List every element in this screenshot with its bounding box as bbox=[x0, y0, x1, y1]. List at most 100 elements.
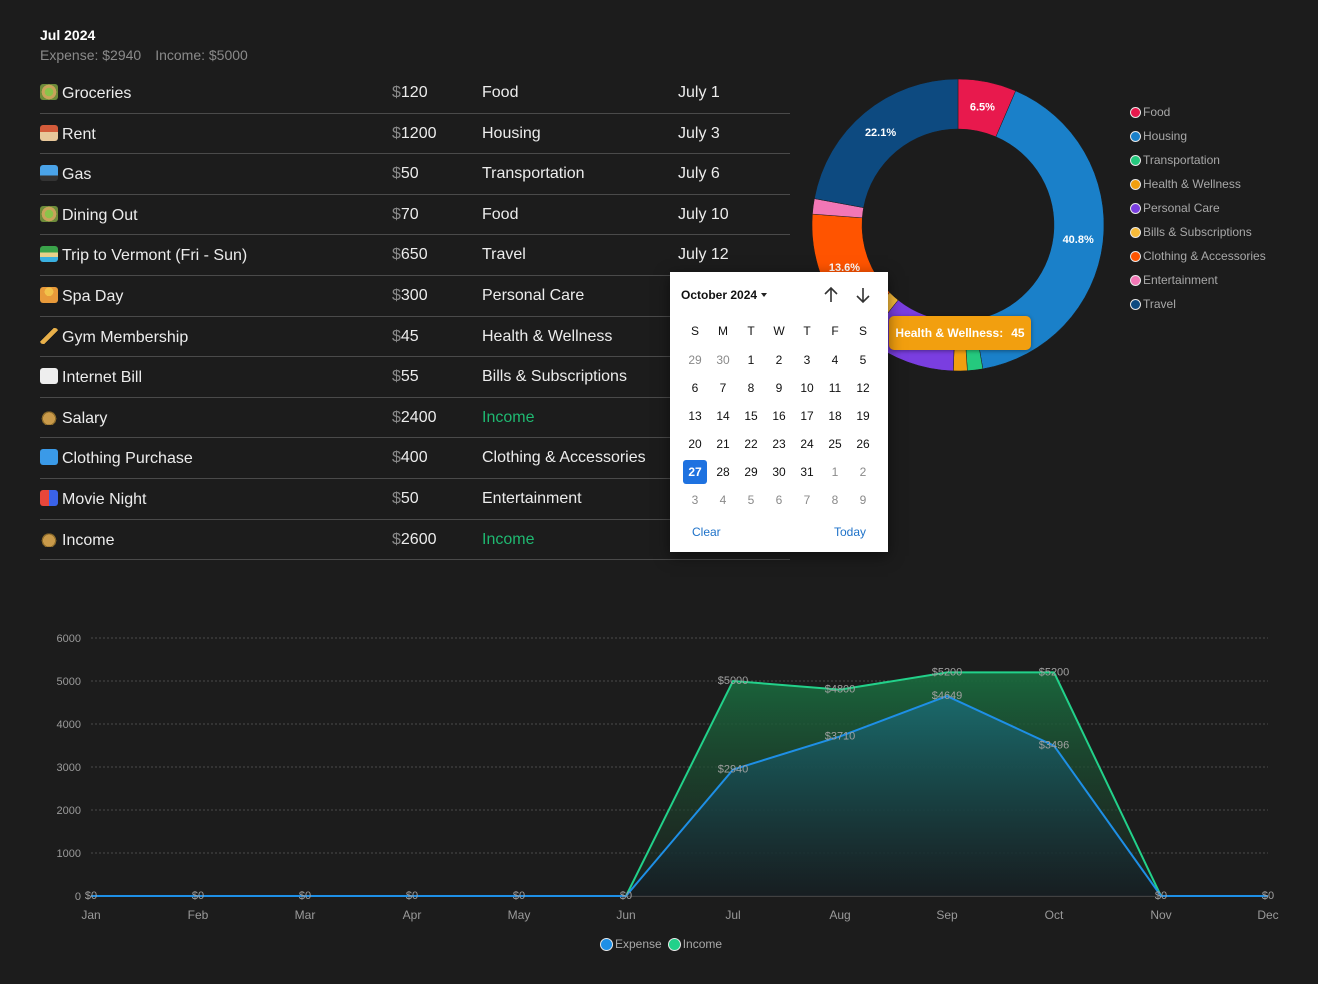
calendar-day[interactable]: 19 bbox=[856, 409, 870, 423]
transaction-category: Food bbox=[482, 84, 519, 101]
table-row[interactable]: Dining Out $70 Food July 10 bbox=[40, 195, 790, 236]
calendar-day[interactable]: 23 bbox=[772, 437, 786, 451]
transactions-table: Groceries $120 Food July 1 Rent $1200 Housing J… bbox=[40, 73, 790, 561]
table-row[interactable]: Rent $1200 Housing July 3 bbox=[40, 114, 790, 155]
legend-item[interactable]: Income bbox=[667, 937, 723, 951]
calendar-day[interactable]: 24 bbox=[800, 437, 814, 451]
legend-item[interactable]: Clothing & Accessories bbox=[1130, 244, 1266, 268]
legend-item[interactable]: Expense bbox=[600, 937, 662, 951]
table-row[interactable]: Gym Membership $45 Health & Wellness bbox=[40, 317, 790, 358]
table-row[interactable]: Salary $2400 Income bbox=[40, 398, 790, 439]
calendar-day[interactable]: 11 bbox=[828, 381, 842, 395]
data-label: $5200 bbox=[932, 666, 963, 678]
calendar-day[interactable]: 4 bbox=[831, 353, 839, 367]
legend-item[interactable]: Housing bbox=[1130, 124, 1266, 148]
calendar-day[interactable]: 10 bbox=[800, 381, 814, 395]
table-row[interactable]: Income $2600 Income bbox=[40, 520, 790, 561]
table-row[interactable]: Trip to Vermont (Fri - Sun) $650 Travel Jul… bbox=[40, 235, 790, 276]
transaction-name: Gas bbox=[40, 165, 91, 184]
calendar-day[interactable]: 2 bbox=[775, 353, 783, 367]
arrow-down-icon[interactable] bbox=[854, 286, 872, 304]
house-icon bbox=[40, 124, 58, 141]
calendar-day[interactable]: 30 bbox=[716, 353, 730, 367]
transaction-amount: $55 bbox=[392, 368, 419, 386]
line-chart-legend: Expense Income bbox=[600, 937, 728, 951]
table-row[interactable]: Gas $50 Transportation July 6 bbox=[40, 154, 790, 195]
calendar-day[interactable]: 2 bbox=[859, 465, 867, 479]
legend-item[interactable]: Food bbox=[1130, 100, 1266, 124]
legend-label: Income bbox=[682, 937, 723, 951]
table-row[interactable]: Spa Day $300 Personal Care bbox=[40, 276, 790, 317]
currency-symbol: $ bbox=[392, 530, 401, 548]
calendar-day[interactable]: 8 bbox=[747, 381, 755, 395]
calendar-day[interactable]: 13 bbox=[688, 409, 702, 423]
legend-swatch bbox=[1130, 226, 1141, 238]
transaction-name-text: Gas bbox=[62, 166, 92, 184]
calendar-day[interactable]: 29 bbox=[744, 465, 758, 479]
arrow-up-icon[interactable] bbox=[822, 286, 840, 304]
table-row[interactable]: Movie Night $50 Entertainment bbox=[40, 479, 790, 520]
legend-item[interactable]: Health & Wellness bbox=[1130, 172, 1266, 196]
calendar-day[interactable]: 12 bbox=[856, 381, 870, 395]
calendar-day[interactable]: 26 bbox=[856, 437, 870, 451]
calendar-day[interactable]: 1 bbox=[747, 353, 755, 367]
tshirt-icon bbox=[40, 449, 58, 466]
calendar-day[interactable]: 14 bbox=[716, 409, 730, 423]
table-row[interactable]: Internet Bill $55 Bills & Subscriptions bbox=[40, 357, 790, 398]
today-button[interactable]: Today bbox=[833, 525, 866, 539]
legend-item[interactable]: Entertainment bbox=[1130, 268, 1266, 292]
donut-slice-housing[interactable] bbox=[974, 90, 1105, 370]
expense-summary: Expense: $2940 bbox=[40, 47, 142, 63]
weekday-label: T bbox=[747, 324, 755, 338]
amount-value: 400 bbox=[400, 449, 428, 467]
calendar-day[interactable]: 4 bbox=[719, 493, 727, 507]
month-title: Jul 2024 bbox=[40, 27, 96, 43]
calendar-day[interactable]: 17 bbox=[800, 409, 814, 423]
calendar-day[interactable]: 22 bbox=[744, 437, 758, 451]
x-tick-label: May bbox=[508, 908, 531, 922]
transaction-amount: $2400 bbox=[392, 409, 437, 427]
calendar-day-selected[interactable]: 27 bbox=[683, 460, 707, 484]
calendar-day[interactable]: 8 bbox=[831, 493, 839, 507]
calendar-day[interactable]: 6 bbox=[691, 381, 699, 395]
calendar-day[interactable]: 9 bbox=[775, 381, 783, 395]
calendar-day[interactable]: 20 bbox=[688, 437, 702, 451]
calendar-day[interactable]: 7 bbox=[803, 493, 811, 507]
y-tick-label: 6000 bbox=[57, 633, 81, 645]
calendar-day[interactable]: 25 bbox=[828, 437, 842, 451]
calendar-day[interactable]: 5 bbox=[747, 493, 755, 507]
transaction-name-text: Gym Membership bbox=[62, 328, 189, 346]
money-bag-icon bbox=[40, 408, 58, 425]
legend-item[interactable]: Transportation bbox=[1130, 148, 1266, 172]
legend-item[interactable]: Travel bbox=[1130, 292, 1266, 316]
calendar-day[interactable]: 18 bbox=[828, 409, 842, 423]
calendar-day[interactable]: 1 bbox=[831, 465, 839, 479]
transaction-name: Internet Bill bbox=[40, 368, 142, 387]
legend-item[interactable]: Bills & Subscriptions bbox=[1130, 220, 1266, 244]
table-row[interactable]: Groceries $120 Food July 1 bbox=[40, 73, 790, 114]
transaction-amount: $300 bbox=[392, 287, 428, 305]
calendar-day[interactable]: 3 bbox=[803, 353, 811, 367]
data-label: $4800 bbox=[825, 684, 856, 696]
calendar-day[interactable]: 30 bbox=[772, 465, 786, 479]
legend-item[interactable]: Personal Care bbox=[1130, 196, 1266, 220]
calendar-day[interactable]: 16 bbox=[772, 409, 786, 423]
calendar-day[interactable]: 15 bbox=[744, 409, 758, 423]
calendar-day[interactable]: 31 bbox=[800, 465, 814, 479]
calendar-day[interactable]: 7 bbox=[719, 381, 727, 395]
table-row[interactable]: Clothing Purchase $400 Clothing & Accessor… bbox=[40, 438, 790, 479]
calendar-day[interactable]: 9 bbox=[859, 493, 867, 507]
calendar-day[interactable]: 28 bbox=[716, 465, 730, 479]
calendar-day[interactable]: 3 bbox=[691, 493, 699, 507]
month-year-selector[interactable]: October 2024 bbox=[681, 288, 768, 302]
transaction-amount: $50 bbox=[392, 490, 419, 508]
weekday-label: S bbox=[858, 324, 867, 338]
calendar-day[interactable]: 21 bbox=[716, 437, 730, 451]
donut-slice-label: 40.8% bbox=[1063, 234, 1094, 246]
donut-slice-travel[interactable] bbox=[814, 78, 959, 208]
transaction-amount: $2600 bbox=[392, 531, 437, 549]
clear-button[interactable]: Clear bbox=[692, 525, 721, 539]
calendar-day[interactable]: 29 bbox=[688, 353, 702, 367]
calendar-day[interactable]: 5 bbox=[859, 353, 867, 367]
calendar-day[interactable]: 6 bbox=[775, 493, 783, 507]
